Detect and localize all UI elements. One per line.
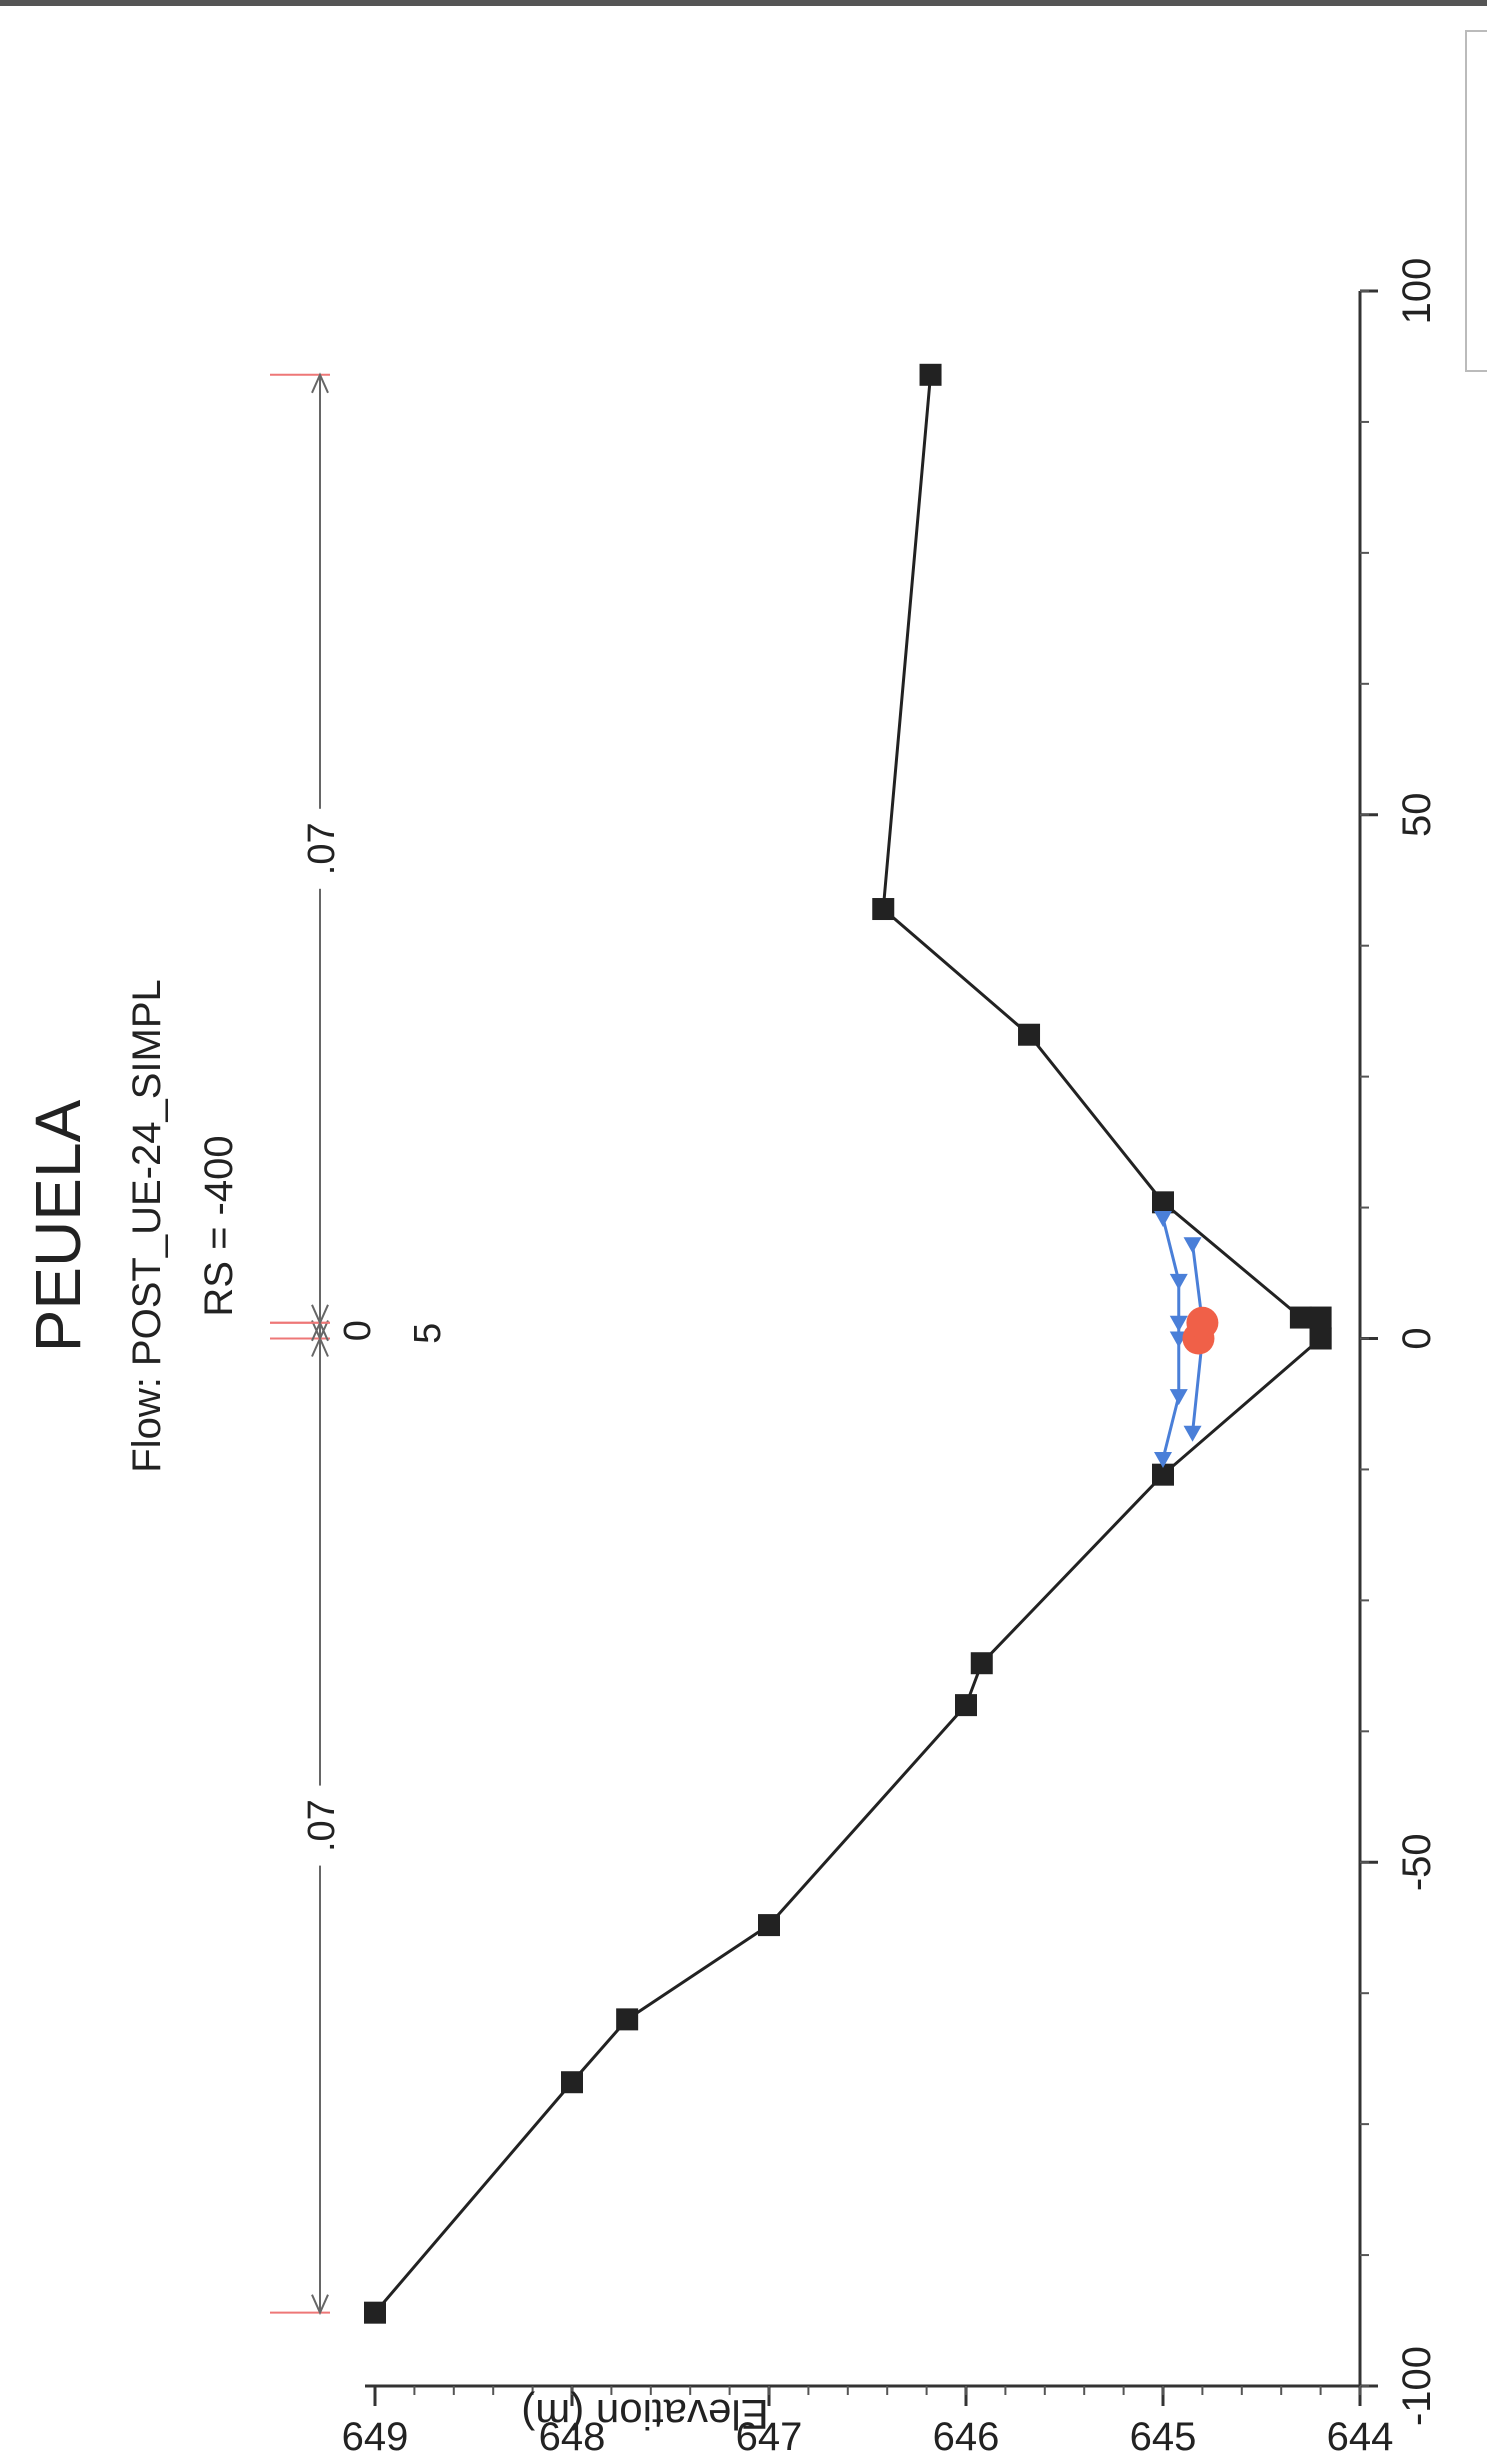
legend-box (1465, 30, 1487, 372)
ground-point (1309, 1306, 1332, 1329)
y-tick-label: 648 (539, 2415, 606, 2451)
water-surface-point (1183, 1425, 1202, 1442)
ground-point (1309, 1327, 1332, 1350)
x-tick-label: 100 (1395, 258, 1439, 325)
ground-point (758, 1914, 780, 1937)
x-tick-label: 50 (1395, 793, 1439, 838)
legend-title: Legend (1485, 209, 1487, 351)
ground-point (561, 2071, 583, 2094)
manning-arrow (311, 372, 329, 394)
manning-arrow (311, 1304, 329, 1326)
x-tick-label: -100 (1395, 2346, 1439, 2426)
ground-point (1152, 1191, 1174, 1214)
y-tick-label: 647 (736, 2415, 803, 2451)
ground-point (970, 1652, 993, 1675)
water-surface-point (1183, 1237, 1202, 1254)
x-tick-label: -50 (1395, 1833, 1439, 1891)
ground-point (364, 2301, 386, 2324)
ground-point (1152, 1463, 1174, 1486)
frame-top-rule (0, 0, 1487, 6)
manning-n-label: .07 (301, 822, 343, 875)
ground-line (373, 374, 1323, 2314)
series-group (364, 363, 1332, 2324)
bank-sta-point (1186, 1306, 1219, 1339)
rotated-plot-group: PEUELA Flow: POST_UE-24_SIMPL RS = -400 … (22, 30, 1487, 2456)
ground-point (1289, 1306, 1312, 1329)
manning-n-group: .07 0 .07 5 (270, 372, 449, 2316)
ground-point (616, 2008, 639, 2031)
y-tick-label: 644 (1327, 2415, 1394, 2451)
bank-station-label: 5 (407, 1323, 449, 1344)
water-surface-point (1154, 1211, 1172, 1228)
manning-label-bg (298, 808, 342, 889)
manning-arrow (311, 1320, 329, 1341)
legend (1465, 30, 1487, 372)
y-tick-label: 649 (342, 2415, 409, 2451)
axes: -100 -50 0 50 100 644 645 646 647 648 649 (342, 258, 1439, 2456)
water-surface-point (1169, 1315, 1188, 1332)
y-tick-label: 645 (1130, 2415, 1197, 2451)
water-surface-point (1169, 1389, 1188, 1406)
water-surface-point (1169, 1273, 1188, 1290)
y-tick-label: 646 (933, 2415, 1000, 2451)
rs-label: RS = -400 (197, 1135, 241, 1316)
ground-point (872, 898, 895, 921)
x-tick-label: 0 (1395, 1327, 1439, 1349)
manning-n-label: .07 (301, 1799, 343, 1852)
chart-subtitle: Flow: POST_UE-24_SIMPL (125, 979, 169, 1473)
water-surface-point (1154, 1451, 1172, 1468)
ground-point (1018, 1023, 1041, 1046)
manning-arrow (311, 2294, 329, 2316)
chart-title: PEUELA (22, 1099, 94, 1352)
manning-label-bg (298, 1785, 342, 1866)
manning-n-label: 0 (337, 1320, 379, 1341)
ground-point (955, 1694, 977, 1717)
ground-point (919, 363, 942, 386)
y-axis-label: Elevation (m) (521, 2391, 768, 2438)
